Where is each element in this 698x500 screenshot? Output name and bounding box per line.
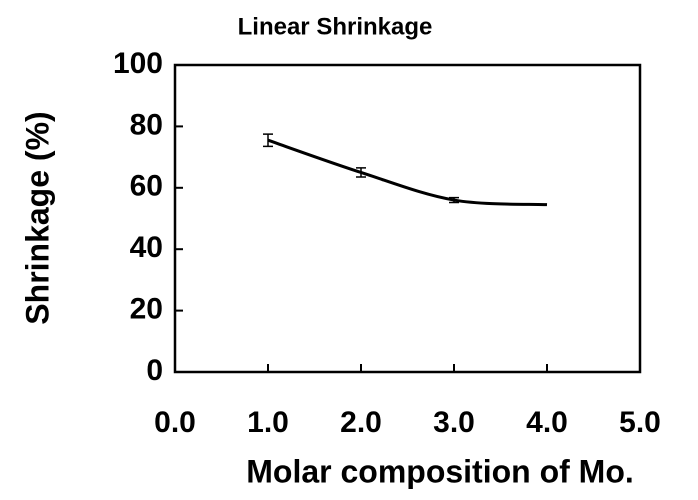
error-bar <box>449 196 459 204</box>
plot-frame <box>173 63 642 374</box>
y-tick-label: 100 <box>113 47 163 80</box>
x-tick-label: 5.0 <box>619 406 661 439</box>
y-tick-label: 0 <box>146 354 163 387</box>
x-tick-label: 2.0 <box>340 406 382 439</box>
data-line <box>267 138 548 207</box>
y-tick-label: 20 <box>130 293 163 326</box>
x-tick-label: 4.0 <box>526 406 568 439</box>
error-bar <box>356 167 366 178</box>
x-tick-label: 3.0 <box>433 406 475 439</box>
x-tick-label: 1.0 <box>247 406 289 439</box>
x-axis-label: Molar composition of Mo. <box>246 453 634 489</box>
chart-title: Linear Shrinkage <box>238 13 433 40</box>
y-tick-label: 40 <box>130 231 163 264</box>
y-tick-label: 60 <box>130 170 163 203</box>
y-tick-label: 80 <box>130 108 163 141</box>
y-axis-label: Shrinkage (%) <box>19 111 55 324</box>
x-tick-label: 0.0 <box>154 406 196 439</box>
error-bar <box>263 133 273 148</box>
